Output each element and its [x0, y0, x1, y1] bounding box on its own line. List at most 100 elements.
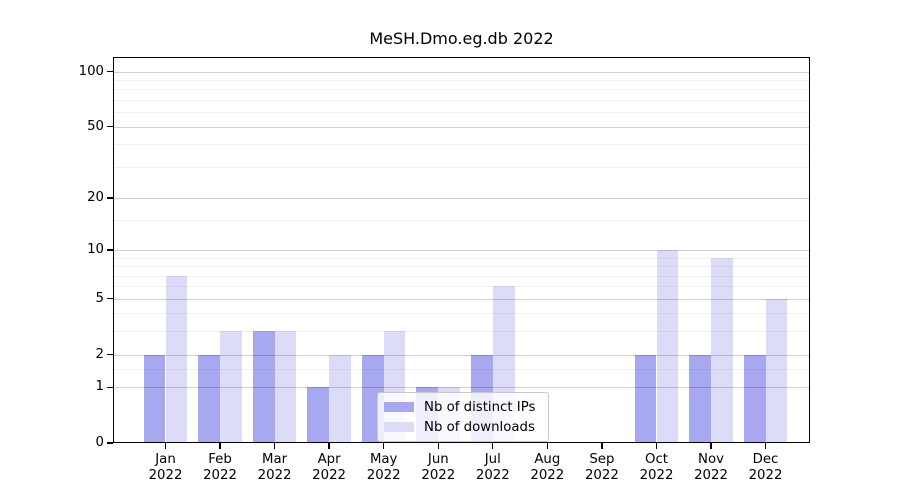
y-tick-label-100: 100: [78, 63, 104, 79]
x-tick-mark-oct: [655, 443, 658, 449]
y-tick-mark-2: [107, 353, 113, 356]
x-tick-mark-jan: [164, 443, 167, 449]
legend: Nb of distinct IPs Nb of downloads: [377, 392, 549, 442]
gridline-minor-9: [113, 257, 810, 259]
x-tick-month: Nov: [698, 452, 724, 467]
x-tick-label-feb: Feb 2022: [185, 452, 255, 483]
y-tick-label-0: 0: [95, 435, 104, 450]
x-tick-label-oct: Oct 2022: [622, 452, 692, 483]
y-tick-mark-0: [107, 442, 113, 444]
x-tick-label-jun: Jun 2022: [403, 452, 473, 483]
y-tick-label-5: 5: [95, 290, 104, 306]
gridline-minor-40: [113, 144, 810, 146]
gridline-major-50: [113, 126, 810, 128]
gridline-minor-80: [113, 89, 810, 91]
x-tick-year: 2022: [421, 467, 456, 483]
y-tick-mark-20: [107, 197, 113, 199]
x-tick-month: Mar: [262, 452, 288, 467]
x-tick-label-sep: Sep 2022: [567, 452, 637, 483]
gridline-minor-6: [113, 286, 810, 288]
legend-row: Nb of downloads: [384, 417, 541, 437]
legend-swatch-distinct-ips: [384, 402, 414, 412]
x-tick-year: 2022: [148, 467, 183, 483]
bar-nb-of-downloads-dec: [765, 298, 788, 443]
gridline-major-100: [113, 71, 810, 73]
x-tick-month: Aug: [534, 452, 561, 467]
bar-nb-of-downloads-apr: [329, 354, 351, 443]
x-tick-year: 2022: [366, 467, 401, 483]
legend-row: Nb of distinct IPs: [384, 397, 541, 417]
x-tick-year: 2022: [475, 467, 510, 483]
x-tick-label-apr: Apr 2022: [294, 452, 364, 483]
bar-nb-of-downloads-mar: [274, 331, 297, 443]
bar-nb-of-distinct-ips-nov: [689, 354, 711, 443]
bar-nb-of-distinct-ips-apr: [307, 387, 330, 443]
x-tick-mark-mar: [273, 443, 276, 449]
x-tick-label-mar: Mar 2022: [240, 452, 310, 483]
x-tick-label-nov: Nov 2022: [676, 452, 746, 483]
legend-label-distinct-ips: Nb of distinct IPs: [424, 399, 536, 415]
legend-swatch-downloads: [384, 422, 414, 432]
y-tick-label-50: 50: [87, 118, 104, 134]
x-tick-mark-may: [383, 443, 385, 449]
bar-nb-of-distinct-ips-oct: [634, 354, 657, 443]
x-tick-month: Dec: [752, 452, 779, 467]
x-tick-label-jan: Jan 2022: [131, 452, 201, 483]
gridline-minor-1.5: [113, 369, 810, 371]
x-tick-month: Jan: [155, 452, 176, 467]
x-tick-month: Sep: [589, 452, 615, 467]
x-tick-mark-aug: [546, 443, 548, 449]
x-tick-mark-feb: [219, 443, 221, 449]
x-tick-month: Jul: [484, 452, 501, 467]
x-tick-month: Oct: [645, 452, 668, 467]
x-tick-mark-sep: [601, 443, 603, 449]
x-tick-year: 2022: [312, 467, 347, 483]
x-tick-month: May: [369, 452, 398, 467]
x-tick-year: 2022: [639, 467, 674, 483]
y-tick-label-2: 2: [95, 346, 104, 362]
y-tick-label-20: 20: [87, 189, 104, 205]
gridline-minor-60: [113, 112, 810, 114]
y-tick-mark-5: [107, 298, 113, 300]
x-tick-mark-nov: [710, 443, 712, 449]
x-tick-year: 2022: [257, 467, 292, 483]
legend-label-downloads: Nb of downloads: [424, 419, 535, 435]
gridline-major-2: [113, 354, 810, 356]
y-tick-mark-100: [107, 70, 113, 73]
bar-nb-of-distinct-ips-mar: [252, 331, 275, 443]
x-tick-year: 2022: [694, 467, 728, 483]
gridline-minor-4: [113, 313, 810, 315]
x-tick-mark-jul: [492, 443, 494, 449]
x-tick-month: Feb: [208, 452, 232, 467]
y-tick-mark-10: [107, 249, 113, 251]
x-tick-label-dec: Dec 2022: [731, 452, 801, 483]
chart-title: MeSH.Dmo.eg.db 2022: [369, 29, 554, 48]
x-tick-label-may: May 2022: [349, 452, 419, 483]
gridline-minor-90: [113, 79, 810, 81]
bar-nb-of-downloads-nov: [711, 257, 733, 443]
gridline-major-1: [113, 387, 810, 389]
bar-nb-of-distinct-ips-feb: [198, 354, 221, 443]
gridline-minor-70: [113, 99, 810, 101]
gridline-minor-15: [113, 219, 810, 221]
bar-nb-of-downloads-feb: [220, 331, 242, 443]
bar-nb-of-distinct-ips-dec: [743, 354, 766, 443]
gridline-major-5: [113, 298, 810, 300]
x-tick-month: Jun: [427, 452, 449, 467]
y-tick-label-10: 10: [87, 242, 104, 257]
y-tick-label-1: 1: [95, 379, 104, 395]
y-tick-mark-50: [107, 125, 113, 128]
bar-nb-of-downloads-oct: [656, 250, 679, 443]
gridline-minor-8: [113, 266, 810, 268]
x-tick-year: 2022: [203, 467, 237, 483]
gridline-minor-7: [113, 275, 810, 277]
x-tick-month: Apr: [317, 452, 341, 467]
gridline-major-20: [113, 197, 810, 199]
x-tick-mark-dec: [764, 443, 767, 449]
x-tick-mark-jun: [437, 443, 439, 449]
bar-nb-of-distinct-ips-jan: [143, 354, 166, 443]
x-tick-year: 2022: [748, 467, 783, 483]
gridline-major-10: [113, 250, 810, 251]
y-tick-mark-1: [107, 386, 113, 388]
